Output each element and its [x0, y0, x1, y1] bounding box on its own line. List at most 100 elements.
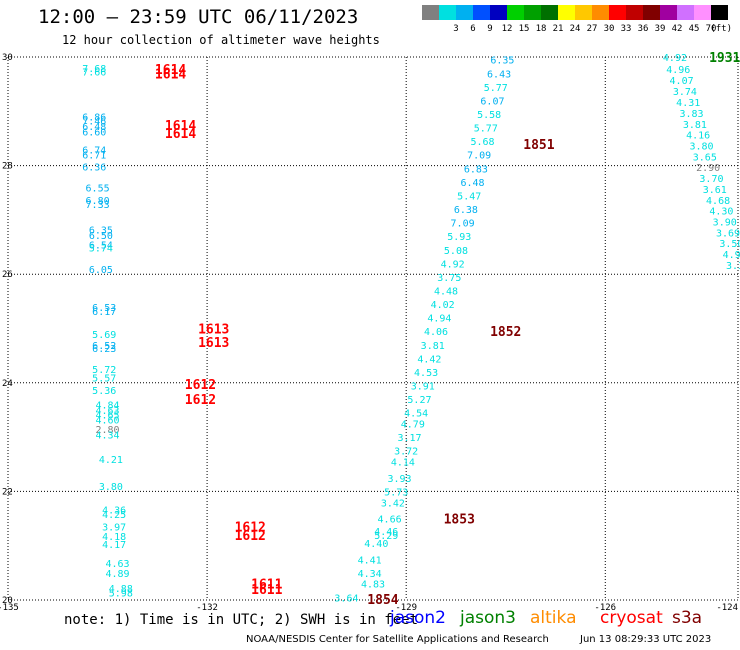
wave-height-label: 7.68 [82, 64, 106, 75]
legend-swatch [677, 5, 694, 20]
satellite-legend-jason3: jason3 [460, 608, 516, 628]
wave-height-label: 4.63 [95, 406, 119, 417]
wave-height-label: 4.34 [358, 569, 382, 580]
wave-height-label: 4.84 [95, 401, 119, 412]
wave-height-label: 3.61 [703, 185, 727, 196]
y-tick-label: 20 [2, 596, 13, 606]
pass-time-label: 1612 [235, 529, 266, 544]
wave-height-label: 4.89 [105, 569, 129, 580]
wave-height-label: 4.14 [391, 458, 415, 469]
generated-timestamp: Jun 13 08:29:33 UTC 2023 [580, 634, 712, 645]
pass-time-label: 1613 [198, 323, 229, 338]
legend-swatch [609, 5, 626, 20]
wave-height-label: 4.25 [102, 510, 126, 521]
wave-height-label: 6.36 [82, 163, 106, 174]
pass-time-label: 1614 [155, 63, 186, 78]
wave-height-label: 6.54 [89, 240, 113, 251]
grid-lines [7, 56, 739, 601]
legend-swatch [422, 5, 439, 20]
color-scale-legend: 3 6 9 12 15 18 21 24 27 30 33 36 39 42 45 70(ft) [422, 5, 732, 34]
pass-time-label: 1611 [251, 583, 282, 598]
x-tick-label: -129 [395, 603, 417, 613]
wave-height-label: 5.73 [384, 487, 408, 498]
legend-tick-label: 15 [519, 24, 530, 34]
wave-height-label: 7.09 [451, 219, 475, 230]
series-s3a: 3.644.834.34 4.41 4.404.465.29 4.66 3.425.73… [334, 56, 554, 608]
legend-swatch [473, 5, 490, 20]
legend-tick-label: 36 [638, 24, 649, 34]
wave-height-label: 6.53 [92, 303, 116, 314]
wave-height-label: 6.50 [89, 231, 113, 242]
pass-time-label: 1613 [198, 336, 229, 351]
legend-tick-label: 21 [553, 24, 564, 34]
wave-height-label: 6.48 [82, 122, 106, 133]
wave-height-label: 2.90 [696, 163, 720, 174]
wave-height-label: 4.54 [404, 409, 428, 420]
legend-swatch [694, 5, 711, 20]
wave-height-label: 3.80 [99, 482, 123, 493]
wave-height-label: 4.40 [364, 539, 388, 550]
legend-swatch [592, 5, 609, 20]
legend-tick-label: 18 [536, 24, 547, 34]
legend-tick-label: 33 [621, 24, 632, 34]
satellite-legend-s3a: s3a [672, 608, 703, 628]
wave-height-label: 3.90 [713, 218, 737, 229]
wave-height-label: 3.69 [716, 228, 740, 239]
wave-height-label: 3.80 [689, 142, 713, 153]
legend-swatch [711, 5, 728, 20]
wave-height-label: 3.17 [397, 433, 421, 444]
wave-height-label: 5.74 [89, 244, 113, 255]
legend-tick-label: 45 [689, 24, 700, 34]
wave-height-label: 4.34 [95, 430, 119, 441]
wave-height-label: 5.57 [92, 373, 116, 384]
wave-height-label: 4.79 [401, 420, 425, 431]
legend-swatch [575, 5, 592, 20]
wave-height-label: 3.75 [437, 273, 461, 284]
wave-height-label: 4.96 [666, 65, 690, 76]
wave-height-label: 5.77 [474, 124, 498, 135]
legend-swatch [626, 5, 643, 20]
chart-title: 12:00 — 23:59 UTC 06/11/2023 [38, 6, 359, 28]
legend-tick-label: 27 [587, 24, 598, 34]
wave-height-label: 3.83 [679, 109, 703, 120]
wave-height-label: 4.92 [441, 259, 465, 270]
wave-height-label: 5.29 [374, 531, 398, 542]
legend-swatch [643, 5, 660, 20]
wave-height-label: 4.88 [109, 584, 133, 595]
wave-height-label: 6.35 [89, 226, 113, 237]
wave-height-label: 6.80 [86, 196, 110, 207]
series-jason3: 4.924.964.073.744.313.833.814.163.803.65… [663, 51, 740, 272]
footnote: note: 1) Time is in UTC; 2) SWH is in fe… [64, 612, 419, 628]
wave-height-label: 6.60 [82, 127, 106, 138]
wave-height-label: 3.81 [683, 120, 707, 131]
pass-time-label: 1611 [251, 578, 282, 593]
wave-height-label: 3.42 [381, 498, 405, 509]
wave-height-label: 3.30 [726, 261, 740, 272]
x-tick-label: -126 [594, 603, 616, 613]
wave-height-label: 3.81 [421, 341, 445, 352]
pass-time-label: 1614 [165, 127, 196, 142]
wave-height-label: 4.16 [686, 131, 710, 142]
wave-height-label: 5.72 [92, 365, 116, 376]
wave-height-label: 4.21 [99, 455, 123, 466]
chart-subtitle: 12 hour collection of altimeter wave hei… [62, 33, 380, 47]
wave-height-label: 4.07 [670, 76, 694, 87]
wave-height-label: 3.70 [699, 174, 723, 185]
wave-height-label: 5.68 [470, 137, 494, 148]
legend-swatch [524, 5, 541, 20]
wave-height-label: 4.60 [95, 416, 119, 427]
wave-height-label: 5.69 [92, 330, 116, 341]
wave-height-label: 4.63 [105, 559, 129, 570]
wave-height-label: 6.71 [82, 151, 106, 162]
legend-swatch [439, 5, 456, 20]
wave-height-label: 4.95 [723, 250, 740, 261]
wave-height-label: 6.52 [92, 341, 116, 352]
wave-height-label: 5.98 [109, 588, 133, 599]
wave-height-label: 6.07 [480, 96, 504, 107]
wave-height-label: 4.94 [427, 314, 451, 325]
y-tick-label: 28 [2, 162, 13, 172]
wave-height-label: 4.53 [414, 368, 438, 379]
wave-height-label: 5.47 [457, 191, 481, 202]
